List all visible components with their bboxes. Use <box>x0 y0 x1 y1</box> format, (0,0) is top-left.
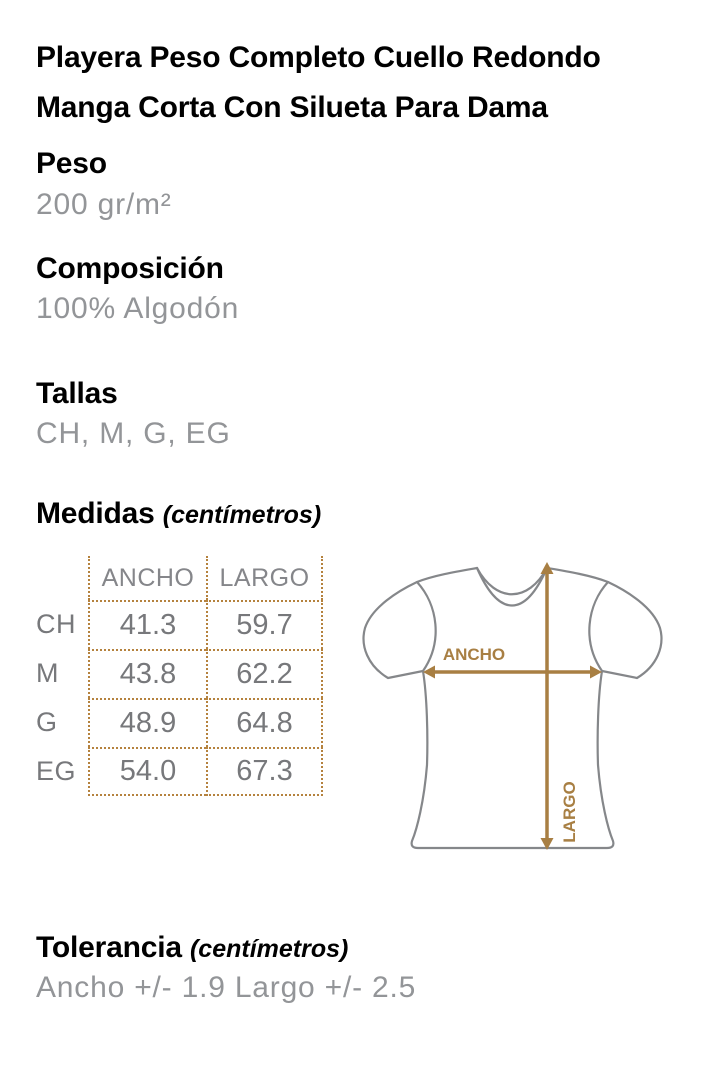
tolerancia-heading: Tolerancia (centímetros) <box>36 931 348 965</box>
tallas-value: CH, M, G, EG <box>36 417 231 450</box>
column-header-ancho: ANCHO <box>88 556 206 600</box>
cell-g-largo: 64.8 <box>206 698 323 747</box>
tallas-heading: Tallas <box>36 377 118 410</box>
table-corner-cell <box>30 556 88 600</box>
ancho-arrow <box>423 665 602 679</box>
cell-m-largo: 62.2 <box>206 649 323 698</box>
composicion-value: 100% Algodón <box>36 292 240 325</box>
diagram-width-label: ANCHO <box>443 645 505 664</box>
row-label-g: G <box>36 707 58 737</box>
medidas-heading: Medidas (centímetros) <box>36 497 321 531</box>
medidas-heading-text: Medidas <box>36 497 155 530</box>
cell-eg-ancho: 54.0 <box>88 747 206 796</box>
row-label-eg: EG <box>36 756 77 786</box>
cell-g-ancho: 48.9 <box>88 698 206 747</box>
tolerancia-value: Ancho +/- 1.9 Largo +/- 2.5 <box>36 971 417 1004</box>
row-label-ch: CH <box>36 609 76 639</box>
largo-arrow <box>540 562 554 850</box>
cell-m-ancho: 43.8 <box>88 649 206 698</box>
peso-value: 200 gr/m² <box>36 188 172 221</box>
tshirt-outline-icon <box>362 566 663 850</box>
page-title: Playera Peso Completo Cuello Redondo Man… <box>36 33 696 133</box>
cell-ch-largo: 59.7 <box>206 600 323 649</box>
row-label-m: M <box>36 658 59 688</box>
size-measurements-table: ANCHO LARGO CH 41.3 59.7 M 43.8 62.2 G 4… <box>30 556 323 796</box>
tshirt-measurement-diagram: ANCHO LARGO <box>362 562 663 850</box>
tolerancia-heading-text: Tolerancia <box>36 931 182 964</box>
peso-heading: Peso <box>36 147 107 180</box>
medidas-unit-note: (centímetros) <box>162 501 322 529</box>
page-title-line-1: Playera Peso Completo Cuello Redondo <box>36 41 601 75</box>
cell-ch-ancho: 41.3 <box>88 600 206 649</box>
composicion-heading: Composición <box>36 252 224 285</box>
cell-eg-largo: 67.3 <box>206 747 323 796</box>
page-title-line-2: Manga Corta Con Silueta Para Dama <box>36 91 548 125</box>
tolerancia-unit-note: (centímetros) <box>189 935 349 963</box>
column-header-largo: LARGO <box>206 556 323 600</box>
diagram-length-label: LARGO <box>560 781 579 842</box>
